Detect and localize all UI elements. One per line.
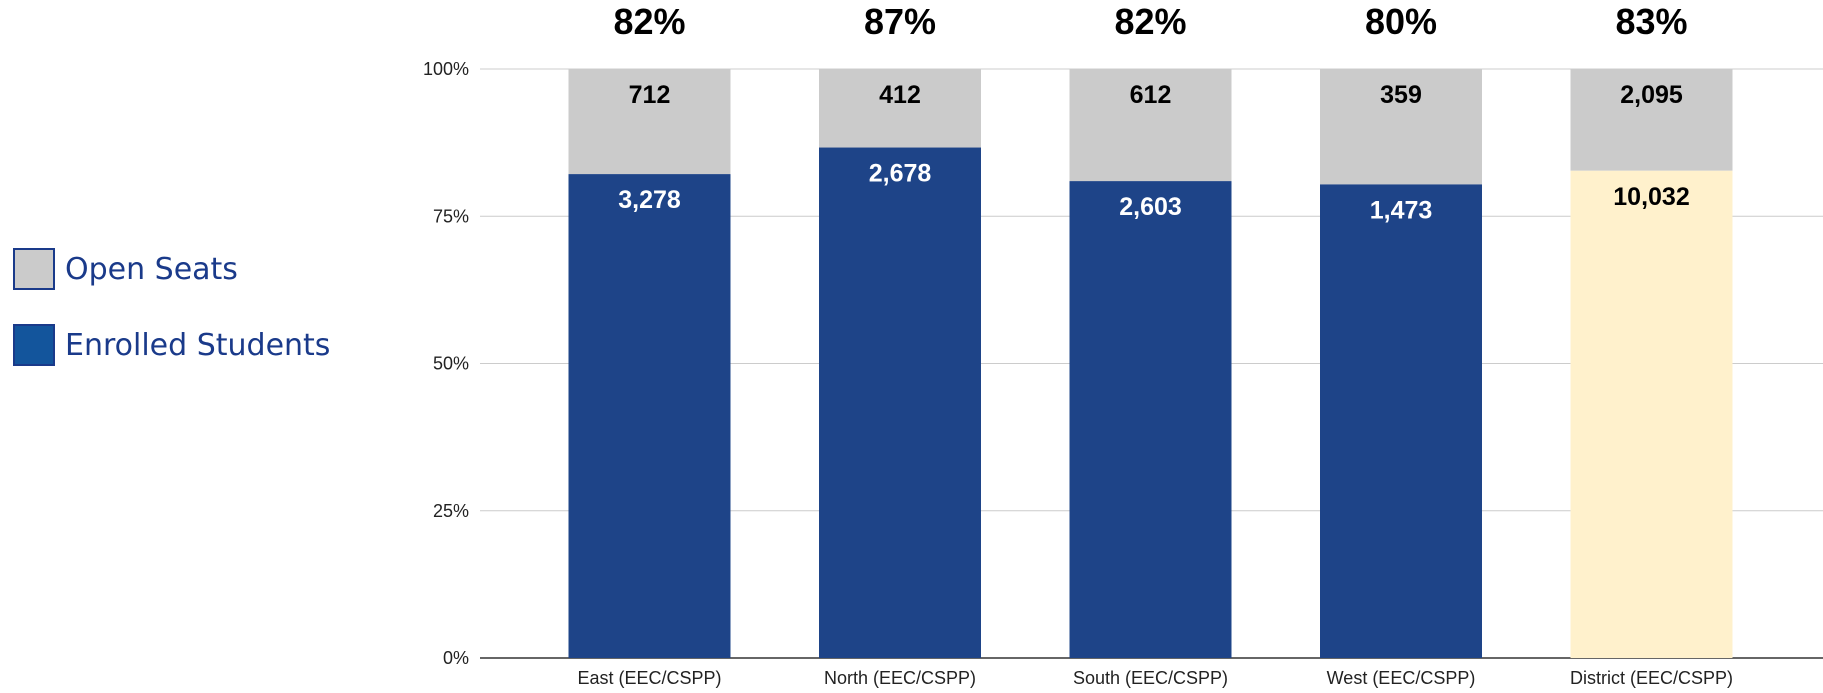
x-tick-label: South (EEC/CSPP) xyxy=(1073,668,1228,688)
legend-item-enrolled-students: Enrolled Students xyxy=(13,322,330,368)
bar-open-seats-district-eec-cspp xyxy=(1570,69,1733,171)
data-label-open-seats: 612 xyxy=(1130,81,1172,109)
y-tick-label: 0% xyxy=(443,648,469,668)
bar-open-seats-west-eec-cspp xyxy=(1320,69,1482,185)
legend-item-open-seats: Open Seats xyxy=(13,246,330,292)
bar-enrolled-south-eec-cspp xyxy=(1069,181,1232,659)
bar-enrolled-district-eec-cspp xyxy=(1570,170,1733,659)
data-label-enrolled: 2,603 xyxy=(1119,193,1182,221)
y-tick-label: 75% xyxy=(433,206,469,226)
y-tick-label: 25% xyxy=(433,501,469,521)
legend-swatch-open-seats xyxy=(13,248,55,290)
y-tick-label: 100% xyxy=(423,59,469,79)
percent-label: 82% xyxy=(1114,1,1186,42)
bar-open-seats-north-eec-cspp xyxy=(819,69,981,148)
data-label-enrolled: 2,678 xyxy=(869,160,932,188)
y-tick-label: 50% xyxy=(433,354,469,374)
data-label-open-seats: 712 xyxy=(629,81,671,109)
bar-enrolled-east-eec-cspp xyxy=(568,174,731,658)
bar-enrolled-north-eec-cspp xyxy=(819,147,981,659)
data-label-open-seats: 359 xyxy=(1380,81,1422,109)
data-label-enrolled: 1,473 xyxy=(1370,196,1433,224)
bar-open-seats-south-eec-cspp xyxy=(1069,69,1232,182)
legend-label-enrolled-students: Enrolled Students xyxy=(65,327,331,363)
data-label-open-seats: 2,095 xyxy=(1620,81,1683,109)
x-tick-label: District (EEC/CSPP) xyxy=(1570,668,1733,688)
percent-label: 82% xyxy=(613,1,685,42)
percent-label: 83% xyxy=(1615,1,1687,42)
bar-enrolled-west-eec-cspp xyxy=(1320,184,1482,659)
data-label-enrolled: 3,278 xyxy=(618,186,681,214)
chart-legend: Open Seats Enrolled Students xyxy=(13,246,330,398)
data-label-open-seats: 412 xyxy=(879,81,921,109)
legend-swatch-enrolled-students xyxy=(13,324,55,366)
bar-open-seats-east-eec-cspp xyxy=(568,69,731,175)
percent-label: 80% xyxy=(1365,1,1437,42)
data-label-enrolled: 10,032 xyxy=(1613,183,1689,211)
percent-label: 87% xyxy=(864,1,936,42)
x-tick-label: East (EEC/CSPP) xyxy=(577,668,721,688)
x-tick-label: North (EEC/CSPP) xyxy=(824,668,976,688)
legend-label-open-seats: Open Seats xyxy=(65,251,238,287)
x-tick-label: West (EEC/CSPP) xyxy=(1327,668,1476,688)
